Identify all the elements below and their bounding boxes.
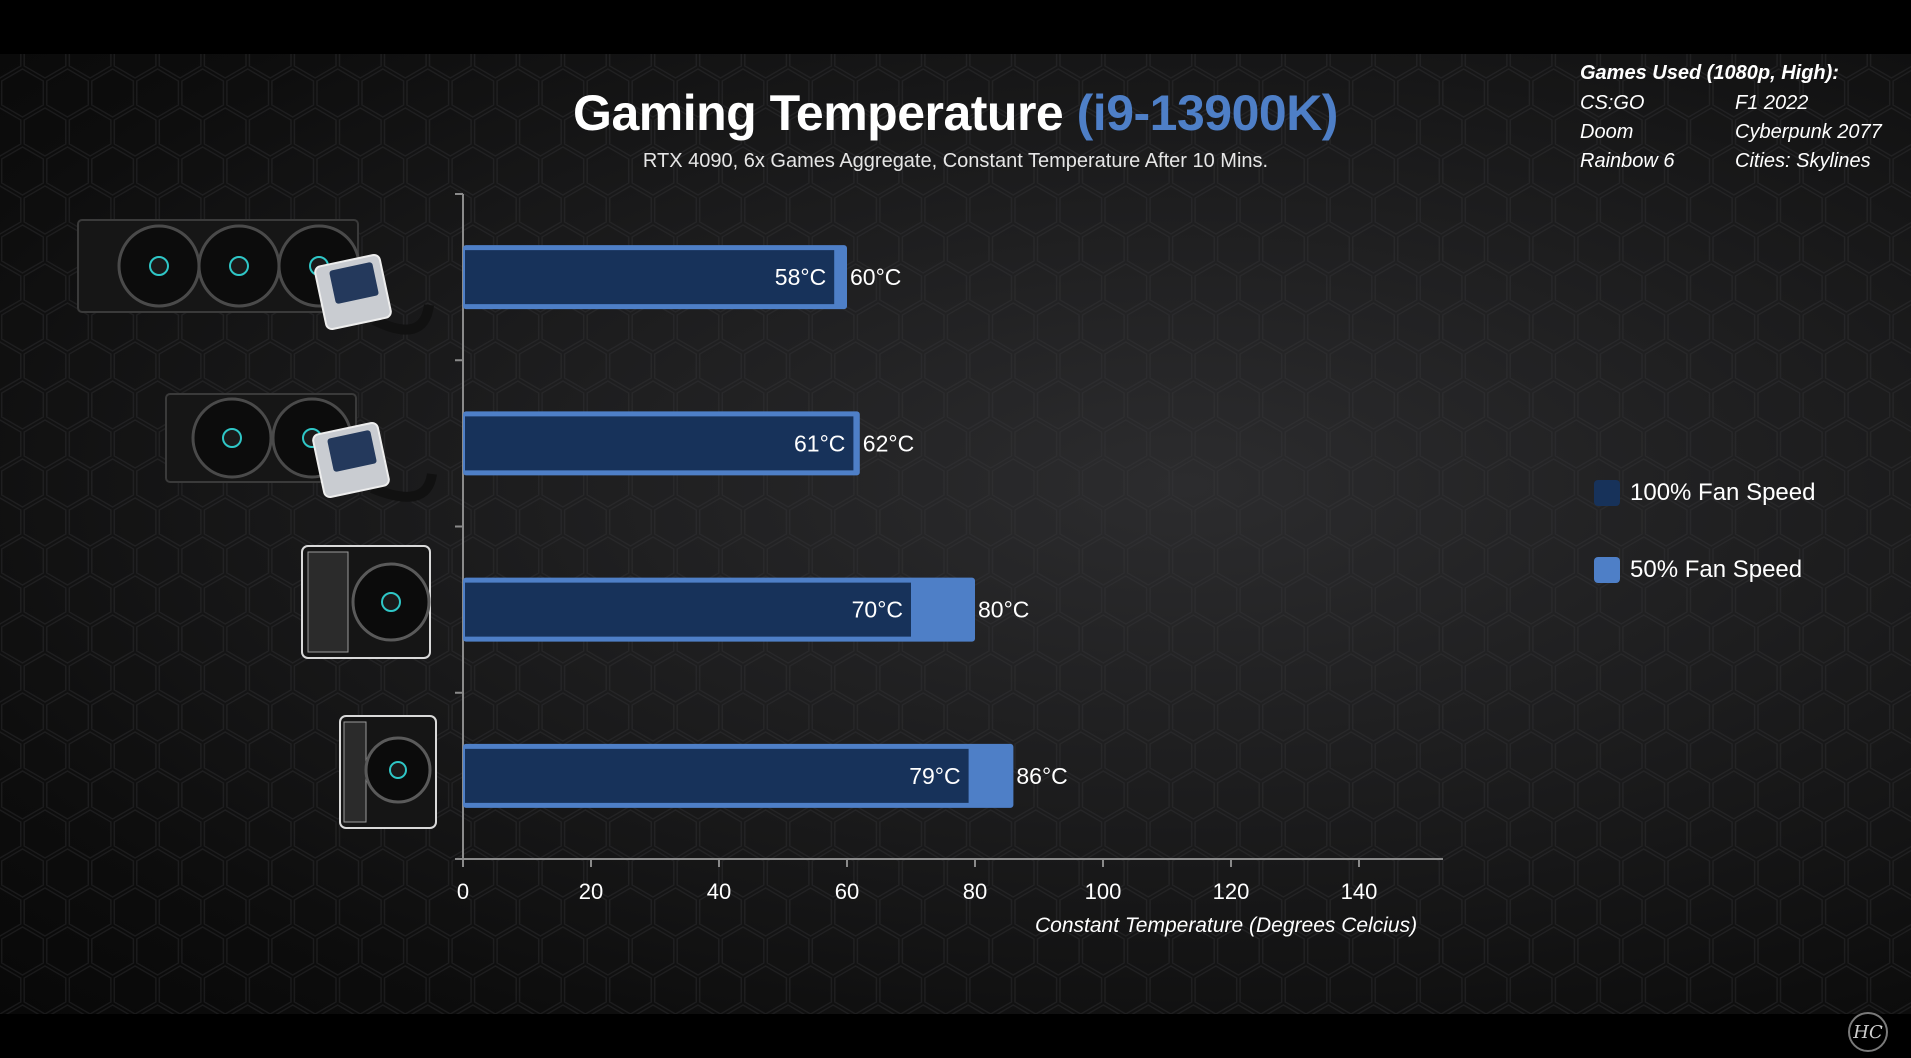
x-tick-label: 120	[1213, 879, 1250, 904]
games-used-panel: Games Used (1080p, High): CS:GO F1 2022 …	[1580, 62, 1900, 176]
legend-item-50-fan: 50% Fan Speed	[1594, 555, 1815, 585]
bar-100-fan-speed	[465, 748, 969, 803]
title-text: Gaming Temperature	[573, 85, 1064, 141]
channel-watermark-logo: HC	[1848, 1012, 1888, 1052]
x-tick-label: 0	[457, 879, 469, 904]
legend-swatch	[1594, 480, 1620, 506]
games-row: Doom Cyberpunk 2077	[1580, 118, 1900, 147]
chart-subtitle: RTX 4090, 6x Games Aggregate, Constant T…	[642, 150, 1269, 172]
single-tower-air-cooler-image	[339, 715, 437, 829]
bar-100-fan-speed	[465, 416, 854, 471]
game-name: Rainbow 6	[1580, 150, 1675, 172]
game-name: CS:GO	[1580, 92, 1645, 114]
x-tick-label: 100	[1085, 879, 1122, 904]
games-row: CS:GO F1 2022	[1580, 89, 1900, 118]
game-name: Doom	[1580, 121, 1634, 143]
data-label-100-fan: 79°C	[909, 763, 960, 789]
game-name: Cyberpunk 2077	[1735, 121, 1882, 143]
data-label-50-fan: 80°C	[978, 597, 1029, 623]
data-label-100-fan: 61°C	[794, 430, 845, 456]
x-tick-label: 60	[835, 879, 859, 904]
data-label-100-fan: 70°C	[852, 597, 903, 623]
chart-legend: 100% Fan Speed 50% Fan Speed	[1594, 478, 1815, 632]
bar-100-fan-speed	[465, 582, 911, 637]
game-name: F1 2022	[1735, 92, 1809, 114]
slide: Gaming Temperature (i9-13900K) RTX 4090,…	[0, 54, 1911, 1014]
games-heading: Games Used (1080p, High):	[1580, 62, 1839, 84]
hexagon-background-pattern	[0, 54, 1911, 1014]
x-tick-label: 40	[707, 879, 731, 904]
x-tick-label: 80	[963, 879, 987, 904]
legend-label: 50% Fan Speed	[1630, 556, 1803, 583]
dual-tower-air-cooler-image	[301, 545, 431, 659]
game-name: Cities: Skylines	[1735, 150, 1871, 172]
hexagon-grid	[0, 54, 1911, 1014]
title-cpu: (i9-13900K)	[1076, 85, 1339, 141]
bar-chart: 0 20 40 60 80 100 120 140 58°C 60°C 61°C 62°C 70°C 80…	[455, 193, 1443, 904]
data-label-50-fan: 60°C	[850, 264, 901, 290]
aio-360-cooler-image	[77, 219, 434, 335]
legend-item-100-fan: 100% Fan Speed	[1594, 478, 1815, 508]
watermark-text: HC	[1853, 1022, 1883, 1043]
chart-title: Gaming Temperature (i9-13900K)	[0, 84, 1911, 142]
x-tick-label: 140	[1341, 879, 1378, 904]
legend-label: 100% Fan Speed	[1630, 479, 1816, 506]
aio-240-cooler-image	[165, 393, 437, 502]
bar-100-fan-speed	[465, 250, 835, 305]
data-label-50-fan: 62°C	[863, 430, 914, 456]
data-label-100-fan: 58°C	[775, 264, 826, 290]
data-label-50-fan: 86°C	[1016, 763, 1067, 789]
x-tick-label: 20	[579, 879, 603, 904]
games-row: Rainbow 6 Cities: Skylines	[1580, 147, 1900, 176]
x-axis-label: Constant Temperature (Degrees Celcius)	[1035, 914, 1418, 937]
legend-swatch	[1594, 557, 1620, 583]
